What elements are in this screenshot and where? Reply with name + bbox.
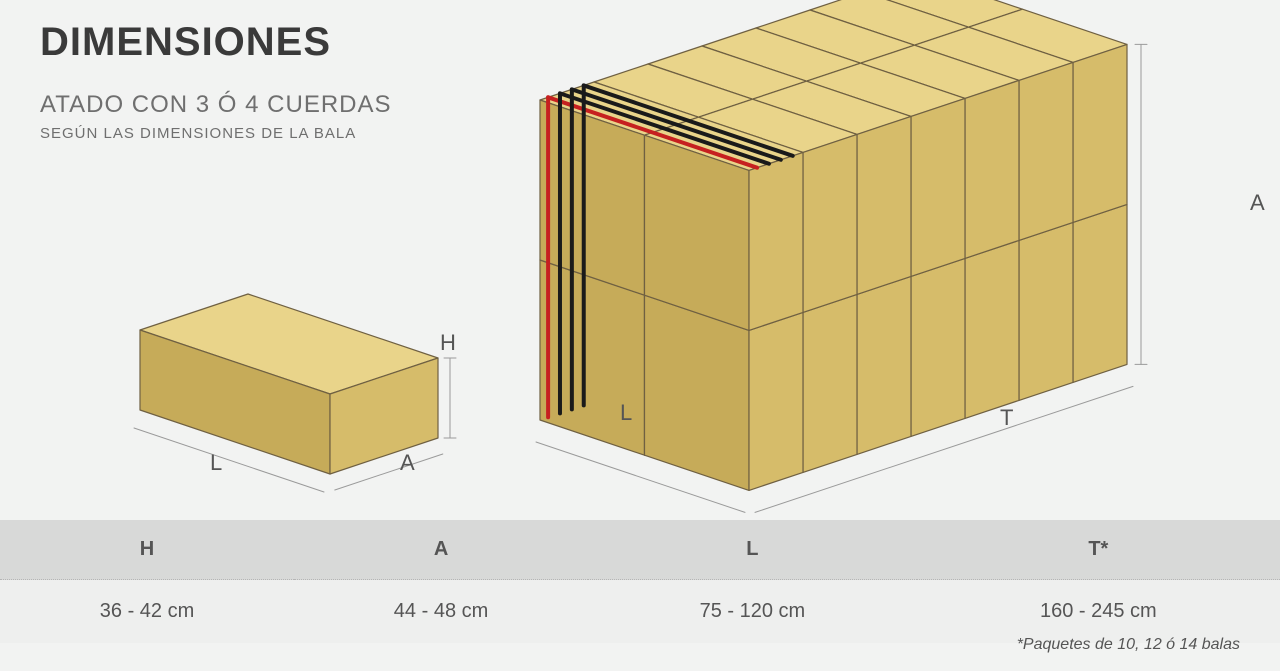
bale-diagram-svg	[0, 0, 1280, 520]
diagram-area: H A L A L T	[0, 0, 1280, 520]
table-col-header: L	[588, 520, 917, 580]
table-row: 36 - 42 cm44 - 48 cm75 - 120 cm160 - 245…	[0, 580, 1280, 644]
table-col-header: T*	[917, 520, 1280, 580]
label-stack-t: T	[1000, 405, 1013, 431]
label-small-a: A	[400, 450, 415, 476]
table-cell: 75 - 120 cm	[588, 580, 917, 644]
table-cell: 44 - 48 cm	[294, 580, 588, 644]
footnote: *Paquetes de 10, 12 ó 14 balas	[1017, 636, 1240, 654]
label-stack-l: L	[620, 400, 632, 426]
dimensions-table: HALT* 36 - 42 cm44 - 48 cm75 - 120 cm160…	[0, 520, 1280, 643]
table-col-header: A	[294, 520, 588, 580]
table-cell: 36 - 42 cm	[0, 580, 294, 644]
table-header-row: HALT*	[0, 520, 1280, 580]
dimensions-table-wrap: HALT* 36 - 42 cm44 - 48 cm75 - 120 cm160…	[0, 520, 1280, 643]
table-col-header: H	[0, 520, 294, 580]
label-small-l: L	[210, 450, 222, 476]
label-small-h: H	[440, 330, 456, 356]
label-stack-a: A	[1250, 190, 1265, 216]
table-cell: 160 - 245 cm	[917, 580, 1280, 644]
